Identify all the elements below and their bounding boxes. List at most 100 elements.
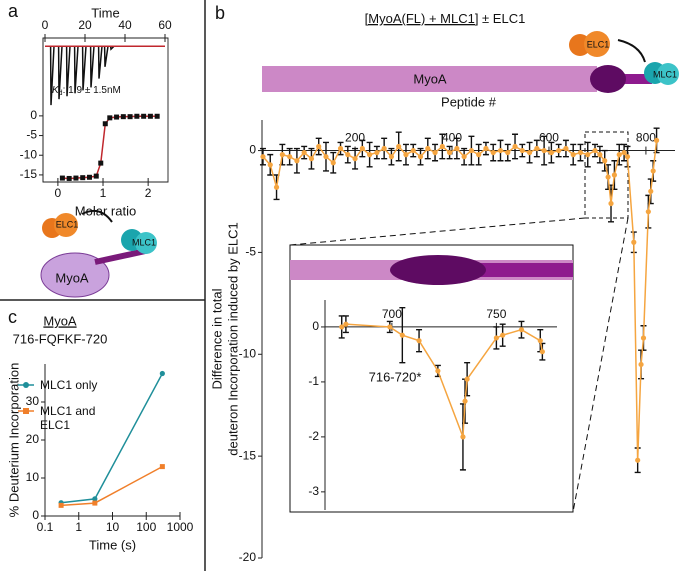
x-axis-label: Peptide #: [441, 94, 497, 109]
inset-head: [390, 255, 486, 285]
cartoon-label: ELC1: [587, 39, 610, 49]
x-tick-label: 40: [118, 18, 132, 32]
x-axis-label: Time: [91, 5, 119, 20]
inset-bar: [480, 263, 573, 277]
x-tick-label: 10: [106, 520, 120, 534]
arrow: [617, 39, 646, 63]
x-tick-label: 800: [636, 131, 656, 145]
data-point: [114, 114, 120, 120]
chart-subtitle: 716-FQFKF-720: [13, 331, 108, 346]
data-point: [605, 174, 611, 180]
data-point: [597, 152, 603, 158]
data-point: [602, 158, 608, 164]
y-tick-label: -5: [26, 128, 37, 142]
cartoon-label: MyoA: [413, 71, 447, 86]
x-tick-label: 1000: [167, 520, 194, 534]
data-point: [548, 149, 554, 156]
data-point: [73, 175, 79, 181]
y-axis-label: % Deuterium Incorporation: [6, 363, 21, 518]
panel-label: b: [215, 3, 225, 23]
data-point: [454, 145, 460, 152]
data-point: [462, 398, 468, 404]
data-point: [638, 361, 644, 368]
y-tick-label: -10: [239, 346, 257, 360]
x-tick-label: 0: [55, 186, 62, 200]
data-point: [66, 175, 72, 181]
data-point: [563, 145, 569, 152]
data-point: [410, 147, 416, 154]
arrow: [81, 209, 113, 223]
annotation: Kd: 1.9 ± 1.5nM: [52, 85, 121, 98]
legend-marker: [23, 408, 29, 414]
y-tick-label: 0: [30, 108, 37, 122]
data-point: [58, 502, 64, 508]
x-tick-label: 1: [100, 186, 107, 200]
x-tick-label: 100: [136, 520, 156, 534]
data-point: [102, 121, 108, 127]
data-point: [556, 147, 562, 154]
inset-frame: [289, 244, 574, 513]
elc1-lobe: [54, 213, 78, 237]
title-part: [MyoA(FL) + MLC1]: [365, 11, 479, 26]
data-point: [539, 349, 545, 355]
x-tick-label: 0: [42, 18, 49, 32]
data-point: [120, 114, 126, 120]
data-point: [585, 152, 591, 158]
data-point: [518, 327, 525, 333]
data-point: [611, 172, 618, 178]
data-point: [343, 321, 349, 327]
data-point: [80, 175, 86, 181]
x-tick-label: 2: [145, 186, 152, 200]
data-point: [493, 335, 499, 341]
data-point: [621, 149, 627, 156]
y-tick-label: 10: [26, 470, 40, 484]
zoom-line: [572, 217, 629, 513]
data-point: [645, 209, 651, 215]
data-point: [577, 149, 584, 156]
data-point: [316, 143, 322, 150]
data-point: [505, 149, 511, 156]
data-point: [512, 143, 518, 150]
data-point: [141, 113, 147, 119]
chart-title: [MyoA(FL) + MLC1] ± ELC1: [365, 11, 526, 26]
cartoon-label: MyoA: [55, 270, 89, 285]
data-point: [387, 324, 393, 330]
elc1-lobe: [584, 31, 610, 57]
y-tick-label: 20: [26, 432, 40, 446]
data-point: [519, 147, 525, 154]
data-point: [352, 156, 358, 162]
y-tick-label: 30: [26, 394, 40, 408]
x-tick-label: 1: [75, 520, 82, 534]
data-point: [154, 113, 160, 119]
data-point: [476, 152, 482, 158]
data-point: [648, 188, 654, 194]
legend-marker: [23, 382, 29, 388]
title-part: ± ELC1: [478, 11, 525, 26]
data-point: [425, 145, 431, 152]
data-point: [432, 149, 438, 156]
zoom-line: [289, 217, 586, 246]
data-point: [468, 147, 475, 154]
myoa-head: [590, 65, 626, 93]
data-point: [127, 114, 133, 120]
x-tick-label: 0.1: [37, 520, 54, 534]
data-point: [570, 152, 576, 158]
data-point: [461, 154, 467, 160]
data-point: [490, 149, 496, 156]
data-point: [640, 335, 647, 341]
legend-label: MLC1 and ELC1: [40, 404, 96, 432]
data-point: [107, 115, 113, 121]
chart-title: MyoA: [43, 313, 77, 328]
data-point: [650, 168, 656, 174]
data-point: [92, 500, 98, 506]
data-point: [287, 154, 293, 160]
data-point: [631, 239, 637, 245]
data-point: [439, 143, 445, 150]
data-point: [294, 158, 300, 164]
x-axis-label: Molar ratio: [75, 203, 136, 218]
data-point: [624, 154, 631, 160]
data-point: [93, 173, 99, 179]
data-point: [359, 145, 365, 152]
data-point: [537, 338, 543, 344]
